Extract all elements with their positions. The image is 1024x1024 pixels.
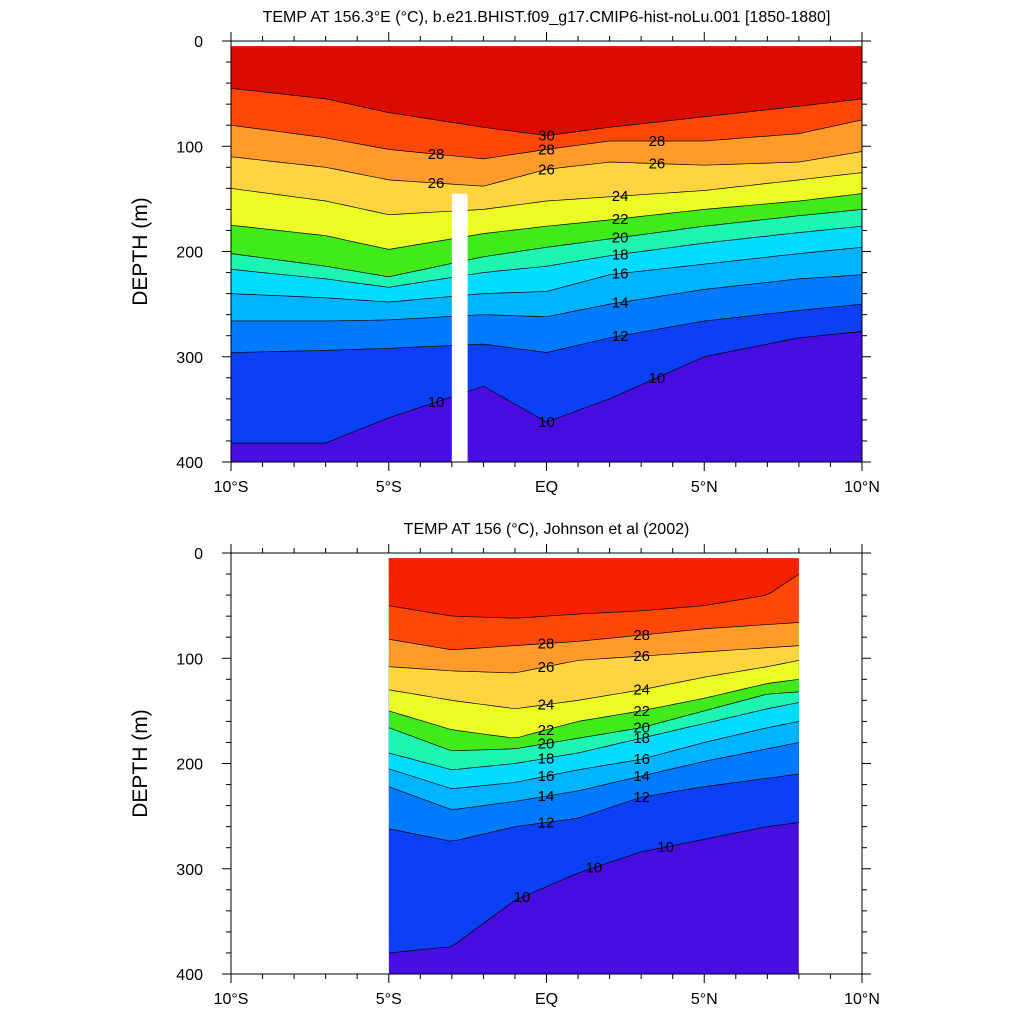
x-tick-label: 5°S: [376, 479, 402, 496]
contour-label: 16: [612, 265, 629, 282]
contour-label: 14: [612, 294, 629, 311]
contour-line: [231, 119, 862, 160]
x-tick-label: 10°S: [214, 479, 249, 496]
contour-label: 12: [612, 328, 629, 345]
contour-band: [388, 558, 799, 619]
contour-label: 12: [538, 815, 555, 832]
contour-label: 10: [538, 414, 555, 431]
x-tick-label: 5°S: [376, 991, 402, 1008]
missing-data-column: [451, 193, 468, 463]
contour-line: [231, 209, 862, 278]
contour-fill-layer: [231, 46, 862, 462]
contour-line: [388, 822, 799, 954]
contour-label: 18: [612, 246, 629, 263]
contour-label: 26: [538, 659, 555, 676]
contour-line: [231, 88, 862, 137]
contour-label: 16: [633, 751, 650, 768]
contour-line: [231, 303, 862, 353]
contour-label: 22: [538, 722, 555, 739]
contour-label: 18: [538, 750, 555, 767]
contour-label: 28: [428, 146, 445, 163]
contour-label: 24: [633, 682, 650, 699]
contour-band: [231, 46, 862, 136]
contour-label: 26: [538, 161, 555, 178]
panel-observations: 1010101212141416161818202022222424262628…: [129, 521, 880, 1008]
contour-label: 28: [538, 636, 555, 653]
contour-line: [231, 331, 862, 444]
y-tick-label: 400: [176, 455, 203, 472]
axes: 0 100 200 300 400 10°S 5°S EQ 5°N 10°N DEPTH (m) TE…: [129, 9, 880, 496]
y-tick-label: 100: [176, 651, 203, 668]
contour-label-layer: 1010101212141416161818202022222424262628…: [514, 627, 674, 906]
contour-label: 14: [633, 768, 650, 785]
contour-line: [388, 702, 799, 770]
contour-label: 10: [657, 839, 674, 856]
y-tick-label: 300: [176, 862, 203, 879]
contour-line: [231, 151, 862, 187]
x-tick-label: 10°N: [844, 479, 880, 496]
y-tick-label: 200: [176, 245, 203, 262]
contour-label: 20: [633, 720, 650, 737]
y-axis-label: DEPTH (m): [129, 197, 152, 306]
contour-label: 24: [612, 188, 629, 205]
contour-line: [231, 193, 862, 250]
contour-line: [231, 246, 862, 303]
contour-line: [388, 678, 799, 739]
contour-label: 20: [538, 736, 555, 753]
contour-label: 10: [585, 860, 602, 877]
contour-label: 10: [649, 370, 666, 387]
contour-line: [388, 721, 799, 789]
y-tick-label: 0: [194, 34, 203, 51]
chart-title: TEMP AT 156.3°E (°C), b.e21.BHIST.f09_g1…: [263, 9, 831, 26]
contour-label: 28: [649, 133, 666, 150]
x-tick-label: EQ: [535, 991, 558, 1008]
contour-label: 10: [428, 394, 445, 411]
contour-label: 28: [538, 141, 555, 158]
contour-label: 12: [633, 789, 650, 806]
contour-label: 22: [633, 703, 650, 720]
contour-line: [388, 773, 799, 842]
contour-line: [388, 742, 799, 810]
contour-line: [388, 645, 799, 674]
y-tick-label: 300: [176, 350, 203, 367]
contour-label: 20: [612, 229, 629, 246]
axes: 0 100 200 300 400 10°S 5°S EQ 5°N 10°N DEPTH (m) TE…: [129, 521, 880, 1008]
contour-fill-layer: [388, 558, 799, 974]
contour-label: 28: [633, 627, 650, 644]
x-tick-label: EQ: [535, 479, 558, 496]
y-axis-label: DEPTH (m): [129, 709, 152, 818]
contour-label: 22: [612, 211, 629, 228]
contour-label: 16: [538, 768, 555, 785]
x-tick-label: 10°N: [844, 991, 880, 1008]
contour-line: [231, 274, 862, 322]
contour-label: 14: [538, 788, 555, 805]
chart-title: TEMP AT 156 (°C), Johnson et al (2002): [404, 521, 690, 538]
x-tick-label: 10°S: [214, 991, 249, 1008]
contour-label: 18: [633, 730, 650, 747]
contour-label: 24: [538, 697, 555, 714]
y-tick-label: 200: [176, 757, 203, 774]
contour-label: 30: [538, 128, 555, 145]
y-tick-label: 100: [176, 139, 203, 156]
contour-label: 26: [649, 156, 666, 173]
contour-line: [231, 225, 862, 288]
y-tick-label: 400: [176, 967, 203, 984]
x-tick-label: 5°N: [691, 991, 718, 1008]
contour-line: [231, 172, 862, 216]
contour-label: 26: [428, 175, 445, 192]
contour-label: 10: [514, 889, 531, 906]
contour-label: 26: [633, 648, 650, 665]
contour-line: [388, 660, 799, 709]
x-tick-label: 5°N: [691, 479, 718, 496]
contour-line: [388, 573, 799, 619]
contour-line: [388, 622, 799, 650]
contour-line: [388, 691, 799, 752]
y-tick-label: 0: [194, 546, 203, 563]
